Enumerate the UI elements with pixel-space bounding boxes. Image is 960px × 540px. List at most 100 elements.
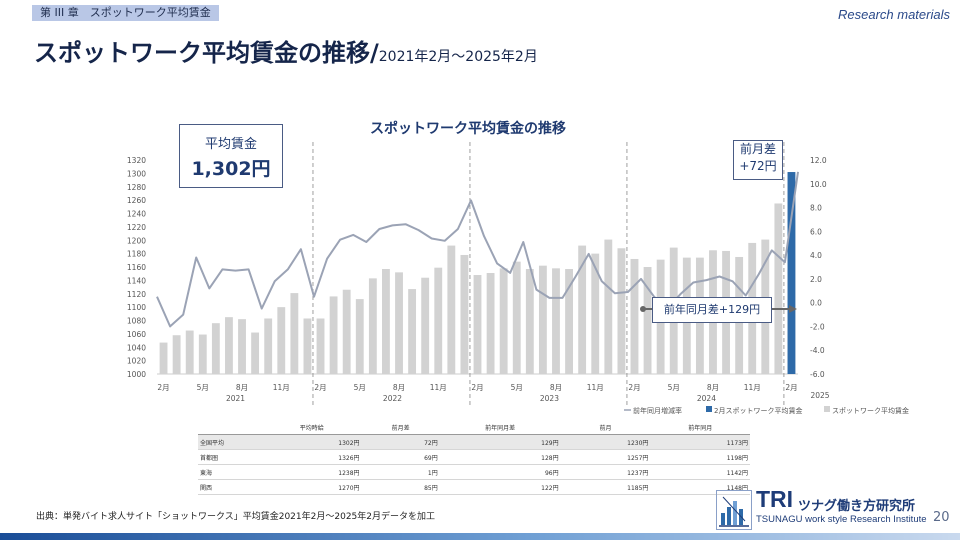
wage-bar — [198, 334, 207, 374]
wage-bar — [578, 245, 587, 374]
wage-bar — [342, 289, 351, 374]
y-left-tick-label: 1080 — [127, 317, 146, 326]
x-tick-label: 8月 — [393, 383, 405, 392]
mom-label: 前月差 — [739, 142, 776, 156]
wage-bar — [499, 268, 508, 374]
page-title-main: スポットワーク平均賃金の推移/ — [34, 39, 379, 67]
y-right-tick-label: 8.0 — [810, 204, 822, 213]
regional-wage-table: 平均時給 前月差 前年同月差 前月 前年同月 全国平均 1302円 72円 12… — [198, 420, 750, 495]
year-label: 2025 — [810, 391, 829, 400]
x-tick-label: 5月 — [354, 383, 366, 392]
wage-bar — [460, 254, 469, 374]
table-cell: 72円 — [361, 434, 440, 450]
y-left-tick-label: 1140 — [127, 276, 146, 285]
yoy-change-line — [156, 171, 799, 328]
institute-building-icon — [716, 490, 752, 530]
y-left-tick-label: 1260 — [127, 196, 146, 205]
x-tick-label: 5月 — [511, 383, 523, 392]
y-left-tick-label: 1040 — [127, 343, 146, 352]
table-header-cell — [198, 420, 262, 435]
wage-bar — [238, 319, 246, 374]
year-over-year-callout: 前年同月差+129円 — [652, 297, 772, 323]
table-cell: 96円 — [439, 464, 561, 480]
table-header-cell: 平均時給 — [262, 420, 362, 435]
x-tick-label: 11月 — [744, 383, 761, 392]
wage-bar — [172, 335, 181, 374]
y-left-tick-label: 1160 — [127, 263, 146, 272]
page-title-sub: 2021年2月～2025年2月 — [378, 49, 538, 65]
table-cell: 122円 — [439, 479, 561, 495]
table-cell: 69円 — [361, 449, 440, 465]
table-cell: 1270円 — [262, 479, 362, 495]
wage-bar — [447, 245, 456, 374]
table-cell: 1230円 — [560, 434, 651, 450]
wage-bar — [290, 293, 299, 374]
wage-bar — [525, 269, 534, 374]
legend-swatch-wage — [824, 406, 830, 412]
wage-bar — [277, 307, 286, 374]
table-cell: 1238円 — [262, 464, 362, 480]
x-tick-label: 5月 — [668, 383, 680, 392]
page-title: スポットワーク平均賃金の推移/2021年2月～2025年2月 — [34, 33, 538, 68]
month-over-month-callout: 前月差 +72円 — [733, 140, 783, 180]
wage-bar — [630, 258, 639, 374]
x-tick-label: 8月 — [707, 383, 719, 392]
wage-bar — [408, 289, 417, 374]
wage-bar — [591, 253, 600, 374]
table-cell: 1173円 — [650, 434, 750, 450]
wage-bar — [565, 269, 573, 374]
wage-bar — [251, 332, 260, 374]
wage-bar — [552, 268, 560, 374]
wage-bar — [395, 272, 403, 374]
wage-bar — [159, 342, 168, 374]
year-label: 2021 — [226, 394, 245, 403]
y-left-tick-label: 1180 — [127, 250, 146, 259]
bottom-accent-bar — [0, 533, 960, 540]
y-right-tick-label: 4.0 — [810, 251, 822, 260]
x-tick-label: 2月 — [471, 383, 483, 392]
table-cell: 東海 — [198, 464, 262, 480]
y-left-tick-label: 1320 — [127, 156, 146, 165]
y-left-tick-label: 1120 — [127, 290, 146, 299]
table-row: 東海 1238円 1円 96円 1237円 1142円 — [198, 464, 750, 480]
legend-swatch-latest — [706, 406, 712, 412]
year-label: 2023 — [540, 394, 559, 403]
y-left-tick-label: 1200 — [127, 236, 146, 245]
wage-bar — [185, 330, 194, 374]
y-right-tick-label: -4.0 — [810, 346, 825, 355]
y-right-tick-label: 0.0 — [810, 299, 822, 308]
wage-bar — [264, 318, 273, 374]
legend-label: 前年同月増減率 — [633, 406, 682, 415]
y-left-tick-label: 1220 — [127, 223, 146, 232]
chart-title: スポットワーク平均賃金の推移 — [370, 120, 566, 137]
wage-bar — [434, 267, 443, 374]
wage-bar — [643, 267, 652, 374]
x-tick-label: 11月 — [273, 383, 290, 392]
wage-bar — [225, 317, 233, 374]
average-wage-value: 1,302円 — [191, 158, 271, 180]
mom-value: +72円 — [739, 159, 777, 173]
legend-label: 2月スポットワーク平均賃金 — [714, 406, 802, 415]
y-left-tick-label: 1060 — [127, 330, 146, 339]
table-cell: 全国平均 — [198, 434, 262, 450]
year-label: 2024 — [697, 394, 716, 403]
table-cell: 1148円 — [650, 479, 750, 495]
y-right-tick-label: 12.0 — [810, 156, 827, 165]
table-cell: 1302円 — [262, 434, 362, 450]
tri-logo: TRI ツナグ働き方研究所 TSUNAGU work style Researc… — [712, 486, 927, 532]
wage-bar — [329, 296, 338, 374]
wage-bar — [355, 299, 364, 374]
table-row: 全国平均 1302円 72円 129円 1230円 1173円 — [198, 434, 750, 450]
x-tick-label: 2月 — [314, 383, 326, 392]
table-cell: 1326円 — [262, 449, 362, 465]
research-materials-label: Research materials — [838, 7, 950, 22]
average-wage-label: 平均賃金 — [204, 137, 257, 152]
legend-label: スポットワーク平均賃金 — [832, 406, 909, 415]
table-header-cell: 前年同月 — [650, 420, 750, 435]
wage-bar — [538, 265, 547, 374]
table-cell: 首都圏 — [198, 449, 262, 465]
x-tick-label: 11月 — [587, 383, 604, 392]
wage-bar — [382, 269, 390, 374]
x-tick-label: 2月 — [628, 383, 640, 392]
y-left-tick-label: 1300 — [127, 169, 146, 178]
